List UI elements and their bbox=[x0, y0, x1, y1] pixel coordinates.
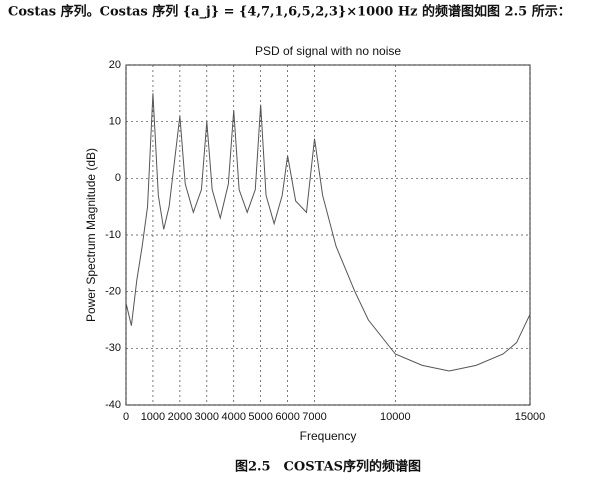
y-tick-label: 10 bbox=[109, 116, 121, 128]
x-tick-label: 0 bbox=[123, 411, 129, 423]
x-tick-label: 15000 bbox=[515, 411, 546, 423]
x-tick-label: 10000 bbox=[380, 411, 411, 423]
chart-title: PSD of signal with no noise bbox=[255, 44, 401, 58]
x-tick-label: 7000 bbox=[302, 411, 326, 423]
y-tick-label: -20 bbox=[105, 286, 121, 298]
x-tick-label: 2000 bbox=[168, 411, 192, 423]
x-tick-label: 1000 bbox=[141, 411, 165, 423]
y-axis-label: Power Spectrum Magnitude (dB) bbox=[84, 148, 98, 322]
intro-text: Costas 序列。Costas 序列 {a_j} = {4,7,1,6,5,2… bbox=[8, 4, 571, 20]
y-tick-label: -30 bbox=[105, 342, 121, 354]
y-tick-label: -40 bbox=[105, 399, 121, 411]
y-tick-label: 20 bbox=[109, 59, 121, 71]
x-tick-label: 5000 bbox=[248, 411, 272, 423]
x-tick-label: 3000 bbox=[195, 411, 219, 423]
figure-caption: 图2.5 COSTAS序列的频谱图 bbox=[235, 459, 421, 475]
psd-line bbox=[125, 93, 531, 372]
x-axis-label: Frequency bbox=[300, 429, 357, 443]
y-tick-label: 0 bbox=[115, 172, 121, 184]
x-tick-label: 4000 bbox=[221, 411, 245, 423]
x-tick-label: 6000 bbox=[275, 411, 299, 423]
y-tick-label: -10 bbox=[105, 229, 121, 241]
